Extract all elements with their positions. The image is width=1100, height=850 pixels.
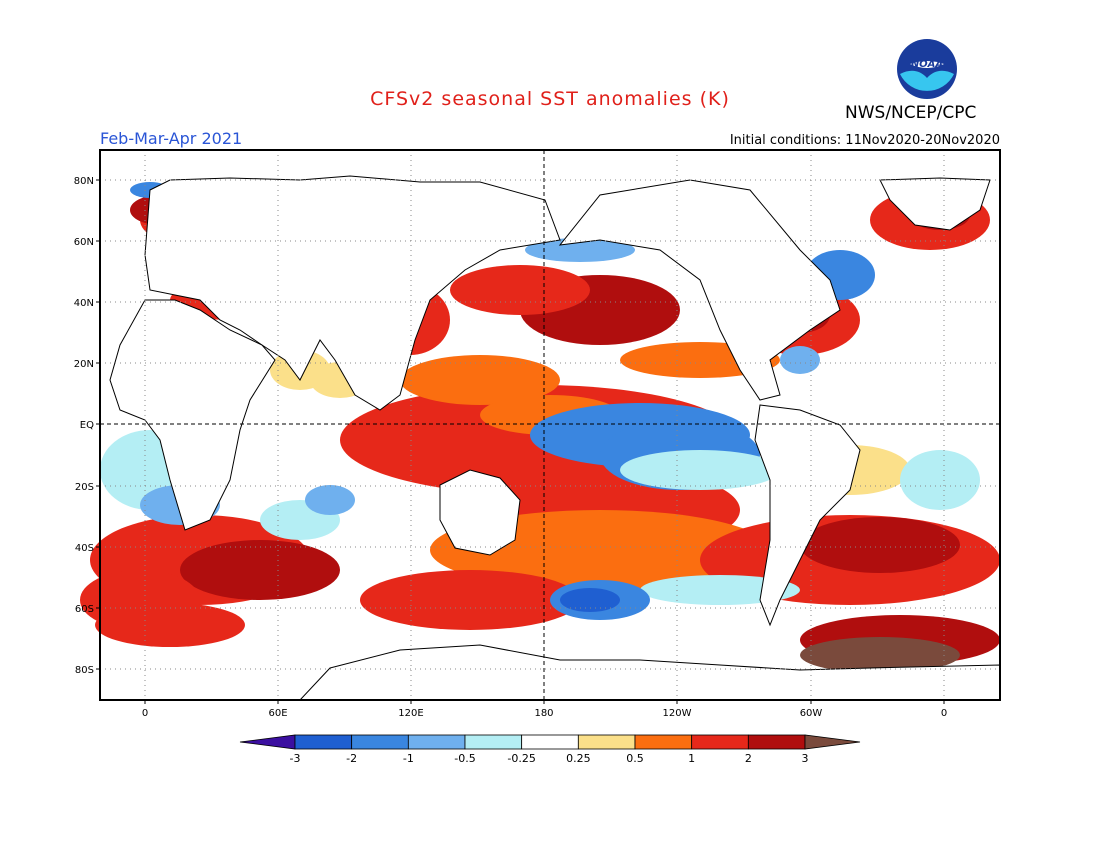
lon-label: 120E bbox=[398, 708, 423, 719]
legend-swatch bbox=[407, 734, 466, 750]
legend-tick-label: 1 bbox=[688, 752, 695, 765]
lat-label: 40S bbox=[75, 543, 94, 554]
legend-swatch bbox=[294, 734, 353, 750]
lat-label: 80N bbox=[74, 176, 94, 187]
lon-label: 120W bbox=[663, 708, 692, 719]
lat-label: 20N bbox=[74, 359, 94, 370]
grid-lines bbox=[100, 150, 1000, 700]
legend-swatch bbox=[351, 734, 409, 750]
legend-tick-label: -3 bbox=[290, 752, 301, 765]
legend-arrow-low bbox=[239, 734, 296, 750]
lat-label: EQ bbox=[80, 420, 94, 431]
land-outlines bbox=[109, 175, 1001, 701]
legend-swatch bbox=[577, 734, 636, 750]
lon-label: 60W bbox=[800, 708, 823, 719]
noaa-logo: NOAA bbox=[897, 39, 957, 99]
legend-arrow-high bbox=[804, 734, 861, 750]
lon-label: 0 bbox=[142, 708, 148, 719]
legend-tick-label: 2 bbox=[745, 752, 752, 765]
color-legend: -3 -2 -1 -0.5 -0.25 0.25 0.5 1 2 3 bbox=[239, 734, 861, 765]
svg-text:NOAA: NOAA bbox=[911, 59, 943, 70]
legend-tick-label: -0.5 bbox=[454, 752, 475, 765]
initial-conditions-label: Initial conditions: 11Nov2020-20Nov2020 bbox=[729, 133, 1000, 148]
lat-label: 60S bbox=[75, 604, 94, 615]
lon-label: 60E bbox=[268, 708, 287, 719]
legend-swatch bbox=[747, 734, 806, 750]
forecast-period: Feb-Mar-Apr 2021 bbox=[100, 129, 243, 148]
lat-label: 40N bbox=[74, 298, 94, 309]
legend-tick-label: -0.25 bbox=[507, 752, 535, 765]
lon-label: 180 bbox=[534, 708, 553, 719]
legend-tick-label: 0.25 bbox=[566, 752, 591, 765]
legend-swatch bbox=[634, 734, 693, 750]
lon-label: 0 bbox=[941, 708, 947, 719]
map-axes: 80N 60N 40N 20N EQ 20S 40S 60S 80S 0 60E 120E 180 120… bbox=[74, 149, 1001, 719]
legend-swatch bbox=[464, 734, 523, 750]
legend-tick-label: 0.5 bbox=[626, 752, 644, 765]
legend-tick-label: -1 bbox=[403, 752, 414, 765]
legend-swatch bbox=[691, 734, 749, 750]
lat-label: 60N bbox=[74, 237, 94, 248]
legend-tick-label: -2 bbox=[346, 752, 357, 765]
lat-label: 20S bbox=[75, 482, 94, 493]
agency-label: NWS/NCEP/CPC bbox=[845, 103, 977, 123]
legend-tick-label: 3 bbox=[802, 752, 809, 765]
chart-title: CFSv2 seasonal SST anomalies (K) bbox=[370, 88, 730, 110]
lat-label: 80S bbox=[75, 665, 94, 676]
legend-swatch bbox=[521, 734, 579, 750]
